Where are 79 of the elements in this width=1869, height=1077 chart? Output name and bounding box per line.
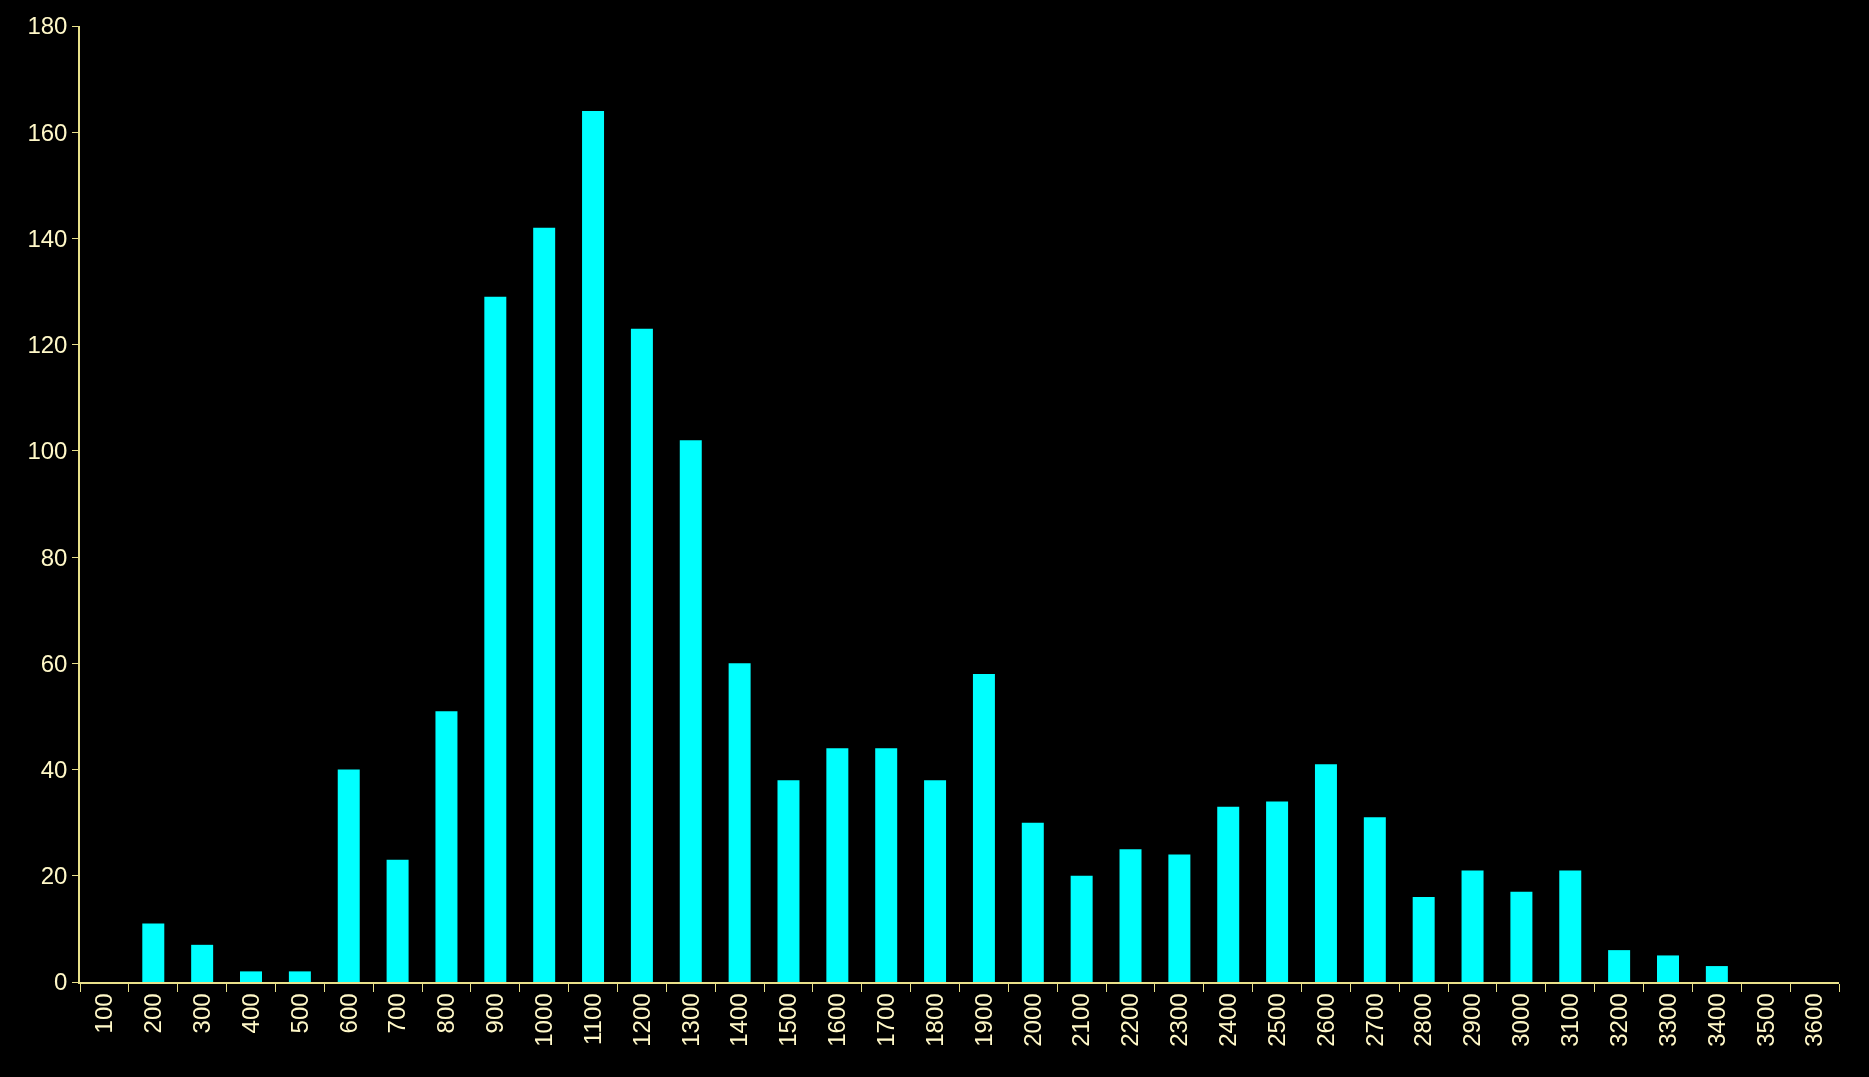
- x-tick-label: 900: [481, 993, 509, 1034]
- x-tick-label: 600: [334, 993, 362, 1034]
- x-tick-label: 1100: [578, 993, 606, 1045]
- bar: [1510, 891, 1533, 982]
- y-tick-label: 140: [27, 224, 68, 252]
- y-tick-label: 120: [27, 331, 68, 359]
- x-tick-label: 1400: [725, 993, 753, 1047]
- bar: [191, 944, 214, 982]
- bar: [1608, 950, 1631, 982]
- x-tick-label: 100: [90, 993, 118, 1034]
- bar: [924, 780, 947, 982]
- bar: [728, 663, 751, 982]
- bar: [1656, 955, 1679, 982]
- bar: [1559, 870, 1582, 982]
- x-tick-label: 2300: [1165, 993, 1193, 1047]
- x-tick-label: 3400: [1702, 993, 1730, 1047]
- bar: [875, 748, 898, 982]
- bar: [1363, 817, 1386, 982]
- x-tick-label: 3600: [1800, 993, 1828, 1047]
- bar: [435, 711, 458, 982]
- y-tick-label: 80: [40, 543, 68, 571]
- x-tick-label: 1800: [920, 993, 948, 1047]
- x-tick-label: 3100: [1556, 993, 1584, 1047]
- x-tick-label: 3000: [1507, 993, 1535, 1047]
- y-tick-label: 60: [40, 649, 68, 677]
- x-tick-label: 1200: [627, 993, 655, 1047]
- x-tick-label: 200: [139, 993, 167, 1034]
- x-tick-label: 500: [285, 993, 313, 1034]
- bar: [1119, 849, 1142, 982]
- bar: [777, 780, 800, 982]
- x-tick-label: 1300: [676, 993, 704, 1047]
- bar: [1070, 875, 1093, 982]
- bar: [142, 923, 165, 982]
- bar: [826, 748, 849, 982]
- bar: [972, 673, 995, 982]
- bar: [1705, 966, 1728, 982]
- x-tick-label: 2800: [1409, 993, 1437, 1047]
- y-tick-label: 100: [27, 437, 68, 465]
- x-tick-label: 1900: [969, 993, 997, 1047]
- x-tick-label: 400: [236, 993, 264, 1034]
- x-tick-label: 700: [383, 993, 411, 1034]
- bar: [240, 971, 263, 982]
- x-tick-label: 2200: [1116, 993, 1144, 1047]
- x-tick-label: 3500: [1751, 993, 1779, 1047]
- bar: [337, 769, 360, 982]
- bar: [582, 110, 605, 982]
- x-tick-label: 1600: [823, 993, 851, 1047]
- x-tick-label: 2600: [1311, 993, 1339, 1047]
- bar: [1412, 897, 1435, 982]
- x-tick-label: 2700: [1360, 993, 1388, 1047]
- y-tick-label: 180: [27, 12, 68, 40]
- x-tick-label: 2400: [1214, 993, 1242, 1047]
- x-tick-label: 800: [432, 993, 460, 1034]
- bar: [1021, 822, 1044, 982]
- x-tick-label: 1700: [872, 993, 900, 1047]
- x-tick-label: 300: [187, 993, 215, 1034]
- bar: [484, 296, 507, 982]
- x-tick-label: 1500: [774, 993, 802, 1047]
- bar: [1168, 854, 1191, 982]
- x-tick-label: 2900: [1458, 993, 1486, 1047]
- y-tick-label: 20: [40, 862, 68, 890]
- bar: [1461, 870, 1484, 982]
- x-tick-label: 3300: [1653, 993, 1681, 1047]
- bar: [386, 859, 409, 982]
- bar: [1314, 764, 1337, 982]
- x-tick-label: 1000: [529, 993, 557, 1047]
- x-tick-label: 2000: [1018, 993, 1046, 1047]
- y-tick-label: 160: [27, 118, 68, 146]
- bar: [533, 227, 556, 982]
- bar: [1217, 806, 1240, 982]
- x-tick-label: 2100: [1067, 993, 1095, 1047]
- bar: [288, 971, 311, 982]
- x-tick-label: 3200: [1604, 993, 1632, 1047]
- y-tick-label: 0: [54, 968, 68, 996]
- x-tick-label: 2500: [1262, 993, 1290, 1047]
- bar: [679, 440, 702, 982]
- bar: [630, 328, 653, 982]
- bar: [1266, 801, 1289, 982]
- y-tick-label: 40: [40, 755, 68, 783]
